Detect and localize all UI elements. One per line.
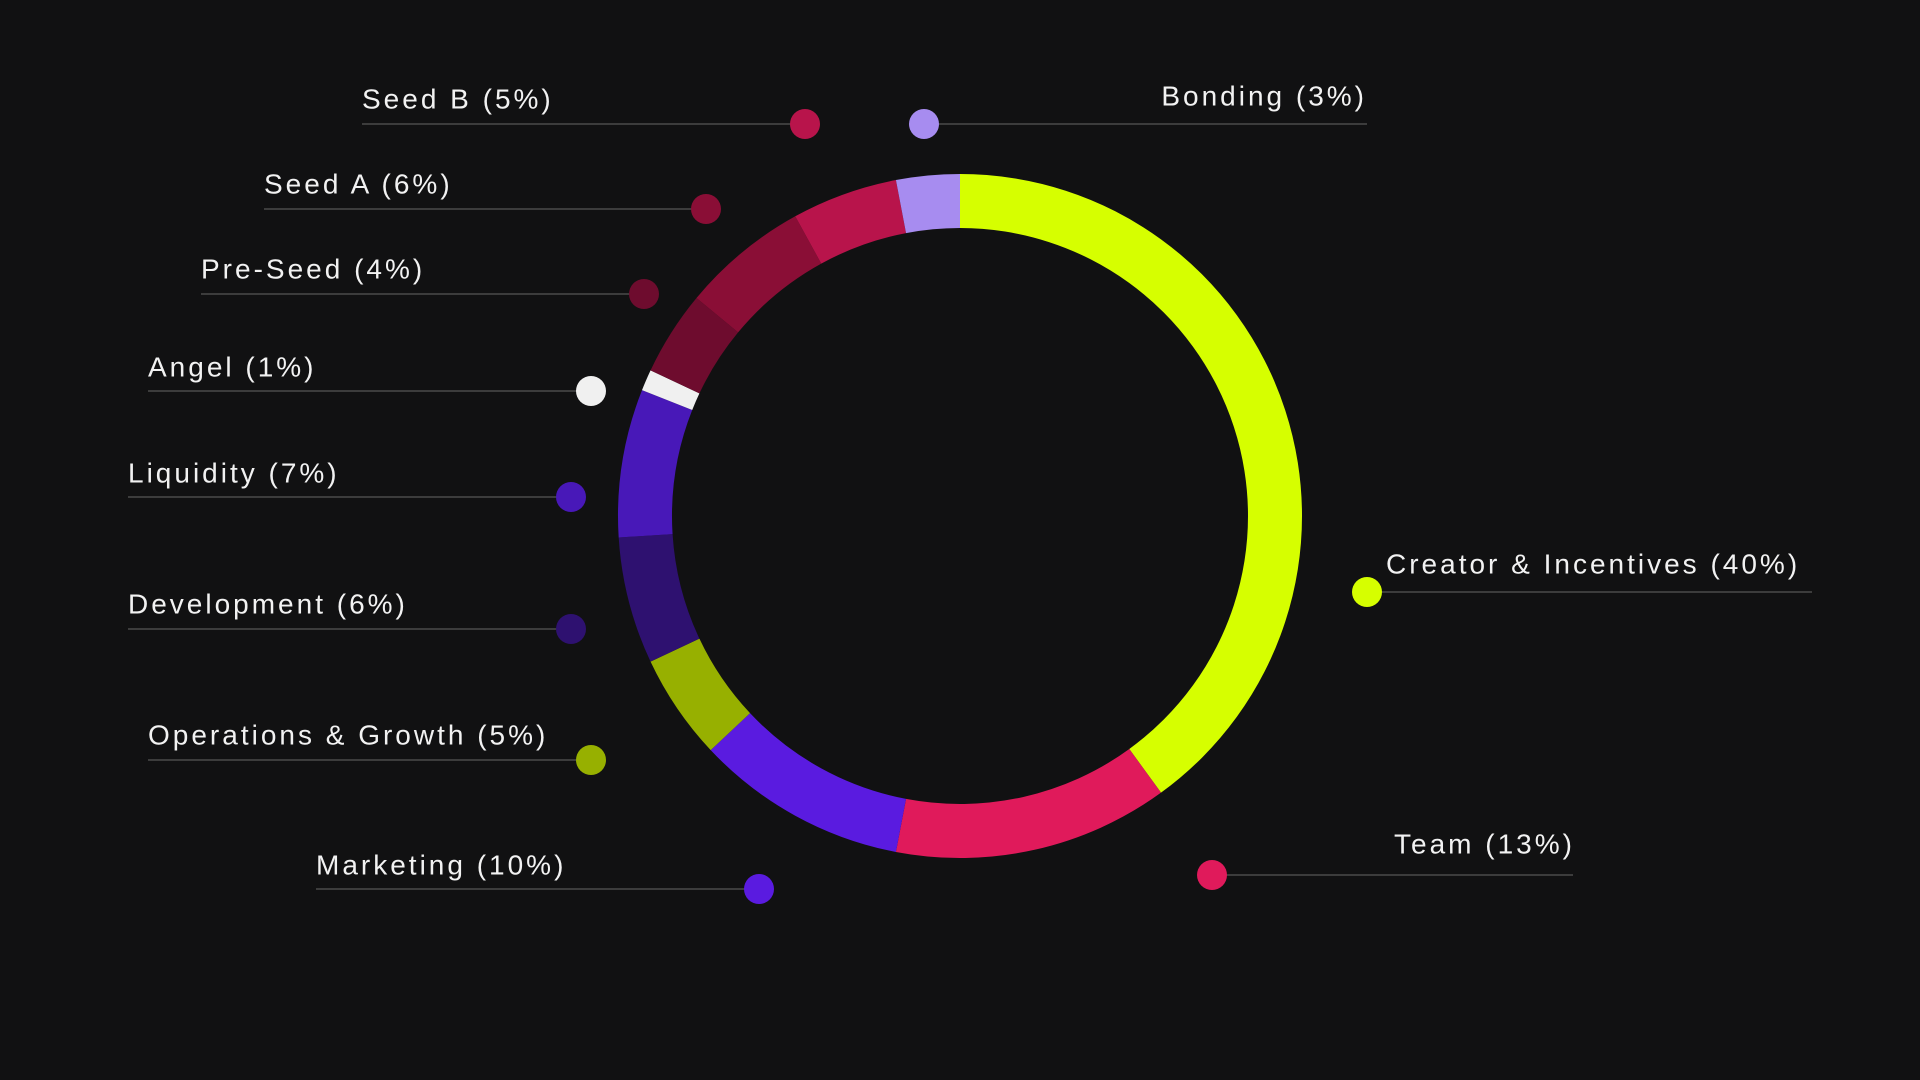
leader-lines (128, 123, 1812, 890)
marker-creator-incentives (1352, 577, 1382, 607)
label-operations-growth: Operations & Growth (5%) (148, 719, 548, 750)
marker-pre-seed (629, 279, 659, 309)
label-bonding: Bonding (3%) (1161, 80, 1367, 111)
slice-angel (642, 370, 700, 410)
marker-angel (576, 376, 606, 406)
label-seed-b: Seed B (5%) (362, 83, 554, 114)
label-pre-seed: Pre-Seed (4%) (201, 253, 425, 284)
label-team: Team (13%) (1394, 828, 1575, 859)
slice-seed-b (795, 180, 907, 264)
slice-labels: Creator & Incentives (40%) Team (13%) Mark… (128, 80, 1800, 880)
label-creator-incentives: Creator & Incentives (40%) (1386, 548, 1800, 579)
marker-seed-a (691, 194, 721, 224)
slice-bonding (895, 174, 960, 234)
slice-development (618, 534, 700, 662)
marker-liquidity (556, 482, 586, 512)
marker-development (556, 614, 586, 644)
marker-operations-growth (576, 745, 606, 775)
slice-team (895, 748, 1162, 858)
slice-seed-a (696, 216, 822, 333)
label-liquidity: Liquidity (7%) (128, 457, 340, 488)
label-marketing: Marketing (10%) (316, 849, 566, 880)
marker-bonding (909, 109, 939, 139)
slice-pre-seed (650, 298, 739, 394)
slice-creator-incentives (960, 174, 1303, 793)
slice-liquidity (618, 390, 693, 538)
label-seed-a: Seed A (6%) (264, 168, 453, 199)
slice-markers (556, 109, 1382, 904)
slice-operations-growth (650, 638, 751, 751)
slice-marketing (710, 713, 907, 852)
donut-ring (618, 174, 1303, 858)
marker-team (1197, 860, 1227, 890)
label-angel: Angel (1%) (148, 351, 317, 382)
label-development: Development (6%) (128, 588, 408, 619)
marker-seed-b (790, 109, 820, 139)
marker-marketing (744, 874, 774, 904)
